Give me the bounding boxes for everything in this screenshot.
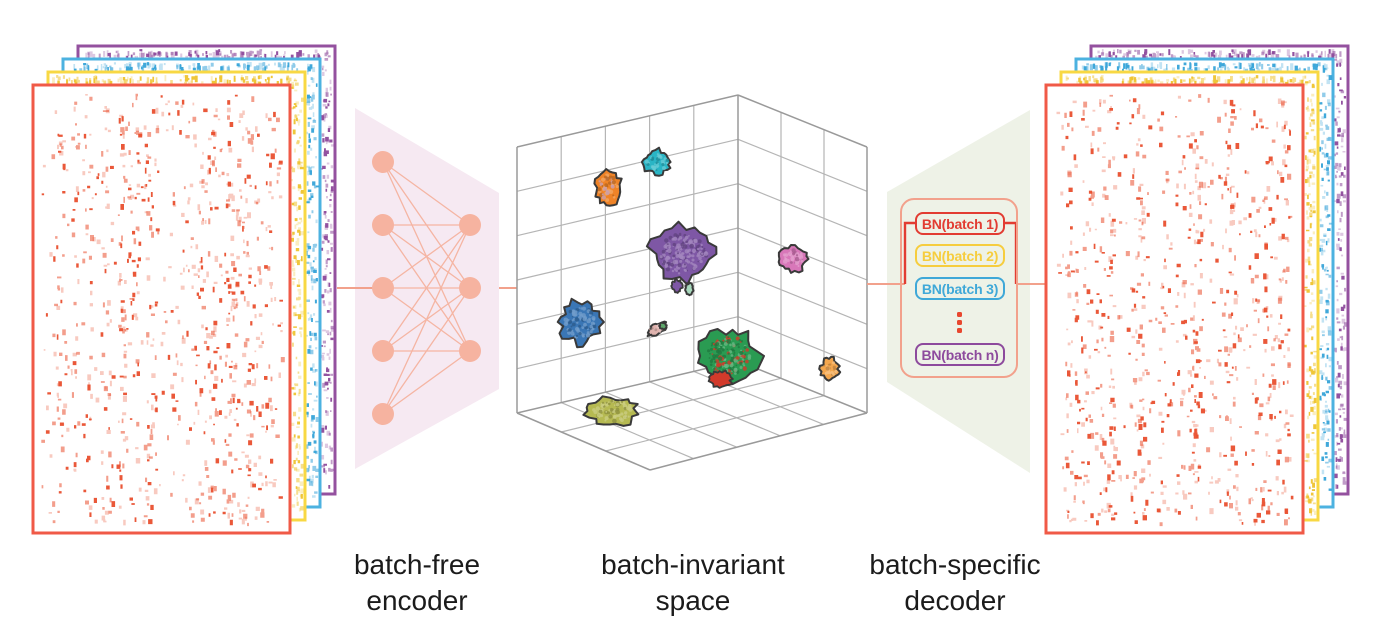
bn-batch-2-box: BN(batch 2) <box>915 244 1005 267</box>
latent-label-line2: space <box>655 585 731 616</box>
network-node <box>372 403 394 425</box>
output-batch-matrices <box>1044 44 1350 535</box>
decoder-label-line2: decoder <box>904 585 1006 616</box>
latent-space-label: batch-invariant space <box>601 547 785 619</box>
bn-batch-n-box: BN(batch n) <box>915 343 1005 366</box>
encoder-label-line1: batch-free <box>353 549 481 580</box>
bn-group-box <box>900 198 1018 378</box>
batch-free-encoder <box>337 108 517 469</box>
decoder-label: batch-specific decoder <box>869 547 1040 619</box>
network-node <box>372 277 394 299</box>
network-node <box>372 214 394 236</box>
cluster-mint-dot <box>684 281 695 297</box>
network-node <box>459 340 481 362</box>
latent-clusters <box>556 146 842 427</box>
network-node <box>459 277 481 299</box>
network-node <box>372 151 394 173</box>
bn-batch-3-box: BN(batch 3) <box>915 277 1005 300</box>
latent-label-line1: batch-invariant <box>601 549 785 580</box>
decoder-label-line1: batch-specific <box>869 549 1041 580</box>
encoder-label-line2: encoder <box>366 585 468 616</box>
network-node <box>459 214 481 236</box>
bn-batch-1-box: BN(batch 1) <box>915 212 1005 235</box>
input-batch-matrices <box>31 44 337 535</box>
encoder-label: batch-free encoder <box>354 547 480 619</box>
network-node <box>372 340 394 362</box>
ellipsis-dots-icon <box>957 312 962 333</box>
